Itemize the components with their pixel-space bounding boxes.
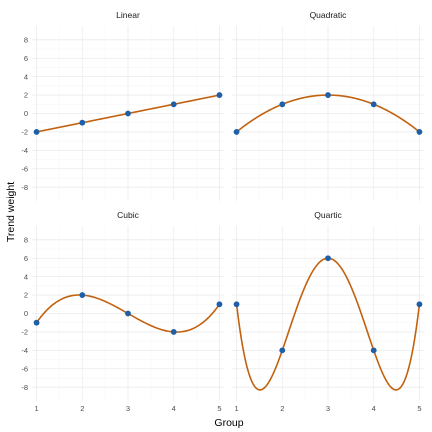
data-point	[170, 101, 177, 108]
x-tick-label: 5	[217, 404, 221, 413]
panel-title: Linear	[116, 10, 140, 20]
data-point	[279, 347, 286, 354]
x-tick-label: 1	[34, 404, 38, 413]
data-point	[216, 301, 223, 308]
y-tick-label: -2	[21, 128, 28, 137]
y-tick-label: 0	[24, 109, 28, 118]
data-point	[370, 101, 377, 108]
data-point	[33, 319, 40, 326]
data-point	[325, 92, 331, 98]
y-tick-label: -6	[21, 364, 28, 373]
x-tick-label: 1	[234, 404, 238, 413]
panel-linear: Linear -8 -6 -4 -2 0 2 4 6 8	[21, 10, 224, 201]
data-point	[125, 110, 131, 117]
x-tick-label: 3	[326, 404, 330, 413]
data-point	[170, 329, 177, 335]
y-tick-label: -8	[21, 383, 28, 392]
x-tick-label: 5	[417, 404, 421, 413]
data-point	[279, 101, 286, 108]
data-point	[216, 92, 223, 98]
data-point	[370, 347, 377, 354]
y-tick-label: -4	[21, 146, 28, 155]
y-tick-label: 6	[24, 254, 28, 263]
y-tick-label: -2	[21, 328, 28, 337]
data-point	[79, 119, 86, 126]
y-tick-label: -6	[21, 164, 28, 173]
panel-title: Cubic	[117, 210, 139, 220]
y-tick-label: 4	[24, 72, 28, 81]
y-tick-label: -8	[21, 183, 28, 192]
x-tick-label: 2	[80, 404, 84, 413]
y-tick-label: 8	[24, 235, 28, 244]
y-axis-title: Trend weight	[5, 182, 17, 242]
data-point	[416, 301, 423, 308]
x-tick-label: 2	[280, 404, 284, 413]
y-tick-label: 0	[24, 309, 28, 318]
x-tick-label: 4	[172, 404, 176, 413]
data-point	[325, 255, 331, 262]
panel-title: Quartic	[314, 210, 342, 220]
data-point	[416, 129, 423, 135]
data-point	[233, 301, 240, 308]
y-tick-label: 8	[24, 35, 28, 44]
x-axis-title: Group	[214, 417, 243, 429]
data-point	[125, 310, 131, 317]
y-tick-label: 2	[24, 291, 28, 300]
y-tick-label: -4	[21, 346, 28, 355]
panel-quadratic: Quadratic	[232, 10, 424, 201]
x-tick-label: 3	[126, 404, 130, 413]
y-tick-label: 2	[24, 91, 28, 100]
panel-cubic: Cubic -8 -6 -4 -2 0 2 4 6 8 1 2 3 4 5	[21, 210, 224, 413]
x-tick-label: 4	[372, 404, 376, 413]
data-point	[33, 129, 40, 135]
panel-quartic: Quartic 1 2 3 4 5	[232, 210, 424, 413]
y-tick-label: 4	[24, 272, 28, 281]
y-tick-label: 6	[24, 54, 28, 63]
data-point	[79, 292, 86, 298]
panel-title: Quadratic	[310, 10, 348, 20]
data-point	[233, 129, 240, 135]
